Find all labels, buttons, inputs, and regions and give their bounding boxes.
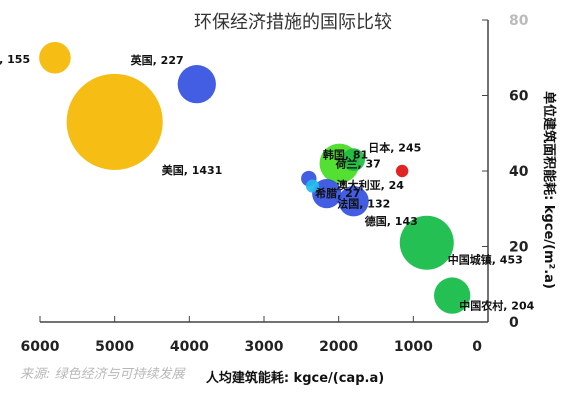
- y-tick-label-4: 80: [509, 13, 529, 29]
- bubble-9: [338, 186, 369, 217]
- bubble-8: [312, 179, 342, 209]
- point-label-2: 美国, 1431: [162, 163, 223, 177]
- y-tick-label-2: 40: [509, 164, 529, 180]
- bubble-2: [66, 73, 163, 170]
- point-label-3: 日本, 245: [368, 140, 421, 154]
- y-tick-label-0: 0: [509, 315, 519, 331]
- bubbles-group: [39, 41, 471, 314]
- y-axis-label: 单位建筑面积能耗: kgce/(m².a): [541, 91, 557, 289]
- point-label-1: 英国, 227: [130, 53, 184, 67]
- x-tick-label-6: 0: [472, 339, 482, 355]
- x-tick-label-4: 2000: [319, 339, 358, 355]
- bubble-10: [399, 215, 454, 270]
- point-label-5: 韩国, 81: [323, 148, 368, 162]
- bubble-6: [305, 179, 320, 193]
- x-tick-label-1: 5000: [95, 339, 134, 355]
- point-label-4: 荷兰, 37: [335, 157, 381, 171]
- y-ticks-group: 0 20 40 60 80: [482, 13, 529, 331]
- point-label-8: 法国, 132: [337, 197, 390, 211]
- bubble-0: [39, 41, 71, 74]
- point-label-10: 中国城镇, 453: [448, 253, 523, 267]
- x-tick-label-5: 1000: [394, 339, 433, 355]
- point-label-7: 澳大利亚, 24: [337, 178, 405, 192]
- point-label-0: 加拿大, 155: [0, 52, 30, 66]
- x-axis-label: 人均建筑能耗: kgce/(cap.a): [206, 370, 384, 386]
- point-label-11: 中国农村, 204: [459, 299, 534, 313]
- bubble-1: [177, 65, 216, 104]
- point-labels-group: 加拿大, 155 英国, 227 美国, 1431 日本, 245 荷兰, 37韩国, …: [0, 52, 535, 313]
- bubble-11: [434, 277, 471, 314]
- x-tick-label-2: 4000: [170, 339, 209, 355]
- y-tick-label-3: 60: [509, 89, 529, 105]
- y-tick-label-1: 20: [509, 240, 529, 256]
- watermark: 来源: 绿色经济与可持续发展: [20, 367, 187, 382]
- x-tick-label-0: 6000: [21, 339, 60, 355]
- x-ticks-group: 6000 5000 4000 3000 2000 1000 0: [21, 316, 489, 355]
- point-label-9: 德国, 143: [364, 214, 418, 228]
- chart-title: 环保经济措施的国际比较: [194, 12, 392, 33]
- x-tick-label-3: 3000: [245, 339, 284, 355]
- bubble-7: [395, 164, 409, 178]
- point-label-6: 希腊, 27: [314, 186, 360, 200]
- bubble-5: [342, 148, 366, 172]
